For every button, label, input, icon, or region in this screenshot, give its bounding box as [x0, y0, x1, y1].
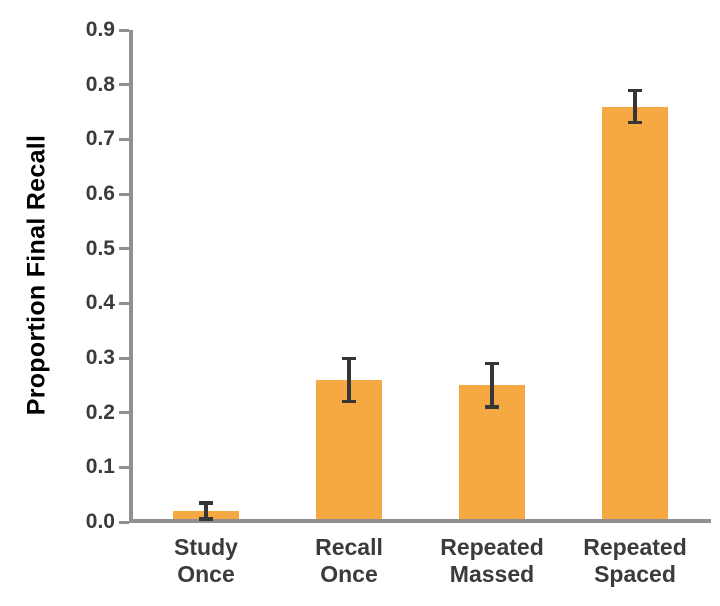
- error-bar-cap-bottom: [199, 517, 213, 521]
- y-tick-label: 0.9: [85, 18, 115, 41]
- x-category-label: Repeated Spaced: [583, 534, 687, 587]
- error-bar-cap-top: [485, 361, 499, 366]
- error-bar-cap-top: [342, 356, 356, 360]
- y-tick-label: 0.5: [85, 236, 115, 260]
- x-category-label: Repeated Massed: [440, 534, 544, 587]
- y-tick-mark: [119, 465, 129, 469]
- y-tick-mark: [119, 356, 129, 360]
- y-axis-title: Proportion Final Recall: [22, 134, 51, 416]
- y-tick-mark: [119, 301, 129, 305]
- y-tick-label: 0.6: [85, 182, 115, 205]
- y-axis-line: [129, 30, 133, 523]
- x-category-label: Study Once: [174, 534, 238, 587]
- y-tick-label: 0.2: [85, 400, 115, 424]
- y-tick-label: 0.3: [85, 346, 115, 369]
- y-tick-mark: [119, 192, 129, 196]
- y-tick-mark: [119, 247, 129, 251]
- error-bar-line: [633, 90, 637, 123]
- error-bar-cap-bottom: [342, 399, 356, 404]
- y-tick-label: 0.1: [85, 455, 115, 479]
- y-tick-label: 0.7: [85, 127, 115, 151]
- error-bar-cap-bottom: [485, 405, 499, 409]
- error-bar-line: [204, 502, 208, 520]
- error-bar-cap-top: [628, 88, 642, 93]
- y-tick-label: 0.0: [85, 510, 115, 533]
- x-axis-line: [129, 519, 711, 523]
- error-bar-cap-top: [199, 501, 213, 505]
- y-tick-mark: [119, 83, 129, 87]
- y-tick-label: 0.8: [85, 72, 115, 96]
- y-tick-mark: [119, 137, 129, 141]
- y-tick-mark: [119, 411, 129, 415]
- y-tick-label: 0.4: [85, 291, 115, 315]
- y-tick-mark: [119, 520, 129, 524]
- bar: [602, 106, 668, 519]
- y-tick-mark: [119, 28, 129, 32]
- x-category-label: Recall Once: [315, 534, 383, 587]
- error-bar-line: [490, 363, 494, 408]
- error-bar-cap-bottom: [628, 120, 642, 125]
- error-bar-line: [347, 358, 351, 402]
